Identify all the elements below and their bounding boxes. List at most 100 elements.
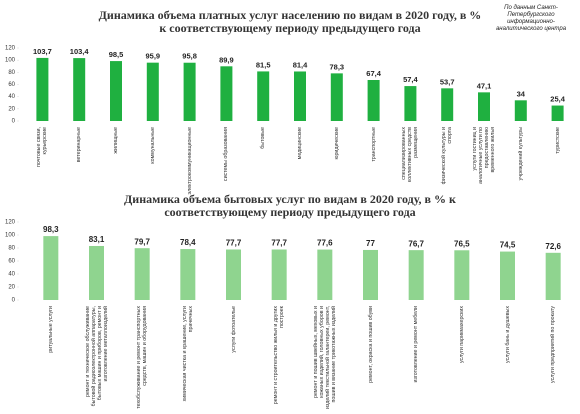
- value-label: 103,4: [70, 47, 90, 56]
- x-tick-label: электрокоммуникационные: [186, 127, 193, 195]
- bar: [36, 57, 49, 121]
- y-tick-label: 120: [5, 46, 16, 52]
- x-tick-label: техобслуживание и ремонт транспортных ср…: [136, 306, 149, 409]
- x-tick-label: медицинские: [297, 127, 303, 160]
- value-label: 77,7: [226, 239, 242, 248]
- y-tick-label: 40: [8, 272, 15, 278]
- bar: [441, 88, 454, 121]
- bar: [180, 249, 196, 300]
- bar: [89, 245, 104, 300]
- bar: [73, 58, 86, 121]
- bar: [271, 249, 287, 300]
- value-label: 98,3: [43, 225, 59, 234]
- x-tick-label: специализированных коллективных средств …: [401, 127, 420, 183]
- bar: [545, 252, 561, 300]
- value-label: 47,1: [477, 81, 492, 90]
- value-label: 76,7: [408, 239, 424, 248]
- y-tick-label: 80: [8, 246, 15, 252]
- bar: [294, 71, 306, 121]
- value-label: 25,4: [550, 95, 565, 104]
- x-tick-label: туристские: [554, 127, 561, 154]
- x-tick-label: физической культуры и спорта: [441, 127, 454, 185]
- bar: [478, 92, 490, 121]
- value-label: 95,9: [145, 52, 160, 61]
- chart-title: Динамика объема бытовых услуг по видам в…: [124, 192, 456, 219]
- bar: [183, 62, 196, 121]
- x-tick-label: юридические: [333, 127, 340, 160]
- x-tick-label: системы образования: [223, 127, 230, 182]
- value-label: 72,6: [545, 242, 561, 251]
- source-note: По данным Санкт-Петербургского информаци…: [495, 5, 567, 32]
- y-tick-label: 40: [8, 94, 15, 100]
- value-label: 81,5: [256, 60, 271, 69]
- x-tick-label: услуги гостиниц и аналогичные услуги по …: [472, 127, 496, 184]
- bar: [330, 73, 343, 121]
- x-tick-label: коммунальные: [149, 127, 156, 164]
- value-label: 77,6: [317, 239, 333, 248]
- bar: [500, 251, 515, 300]
- bar: [146, 62, 159, 121]
- bar: [404, 86, 417, 121]
- y-tick-label: 60: [8, 82, 15, 88]
- value-label: 34: [517, 89, 526, 98]
- y-tick-label: 20: [8, 106, 15, 112]
- value-label: 103,7: [33, 47, 52, 56]
- value-label: 76,5: [454, 239, 470, 248]
- y-tick-label: 80: [8, 70, 15, 76]
- y-tick-label: 100: [5, 233, 16, 239]
- value-label: 83,1: [89, 235, 105, 244]
- x-tick-label: ритуальные услуги: [47, 306, 54, 353]
- bar: [220, 66, 233, 121]
- value-label: 53,7: [440, 77, 455, 86]
- y-tick-label: 0: [12, 119, 16, 125]
- chart-title: Динамика объема платных услуг населению …: [98, 8, 482, 35]
- value-label: 78,4: [180, 238, 196, 247]
- x-tick-label: услуги предприятий по прокату: [550, 306, 557, 383]
- value-label: 77,7: [271, 239, 287, 248]
- value-label: 78,3: [329, 62, 344, 71]
- bar: [367, 79, 380, 121]
- x-tick-label: изготовление и ремонт мебели: [413, 306, 420, 383]
- value-label: 77: [366, 239, 375, 248]
- value-label: 74,5: [500, 241, 516, 250]
- x-tick-label: услуги парикмахерских: [458, 306, 465, 364]
- bar: [110, 61, 122, 121]
- x-tick-label: ремонт и строительство жилья и других по…: [273, 306, 286, 405]
- x-tick-label: учреждений культуры: [517, 127, 524, 181]
- x-tick-label: услуги фотоателье: [230, 306, 237, 353]
- bar: [226, 249, 241, 300]
- bar: [408, 250, 424, 300]
- y-tick-label: 120: [5, 220, 16, 226]
- value-label: 89,9: [219, 55, 234, 64]
- x-tick-label: ремонт и техническое обслуживание бытово…: [84, 306, 109, 407]
- y-tick-label: 0: [12, 298, 16, 304]
- value-label: 57,4: [403, 75, 418, 84]
- bar: [363, 249, 378, 300]
- x-tick-label: ремонт и пошив швейных, меховых и кожаны…: [312, 306, 337, 410]
- x-tick-label: транспортные: [370, 127, 377, 162]
- value-label: 79,7: [134, 237, 150, 246]
- value-label: 98,5: [109, 50, 124, 59]
- x-tick-label: бытовые: [260, 127, 267, 149]
- value-label: 95,8: [182, 52, 197, 61]
- y-tick-label: 20: [8, 285, 15, 291]
- bar: [43, 236, 59, 300]
- y-tick-label: 60: [8, 259, 15, 265]
- value-label: 67,4: [366, 69, 381, 78]
- bar: [454, 250, 470, 300]
- x-tick-label: жилищные: [113, 127, 119, 154]
- bar: [514, 100, 527, 121]
- x-tick-label: почтовые связи, курьерские: [36, 127, 49, 167]
- x-tick-label: ветеринарные: [76, 127, 83, 163]
- value-label: 81,4: [293, 60, 308, 69]
- x-tick-label: химическая чистка и крашение, услуги пра…: [181, 306, 194, 402]
- bar: [317, 249, 333, 300]
- y-tick-label: 100: [5, 58, 16, 64]
- x-tick-label: услуги бань и душевых: [504, 306, 511, 363]
- bar: [257, 71, 270, 121]
- bar: [134, 248, 150, 300]
- x-tick-label: ремонт, окраска и пошив обуви: [367, 306, 374, 383]
- bar: [551, 105, 564, 121]
